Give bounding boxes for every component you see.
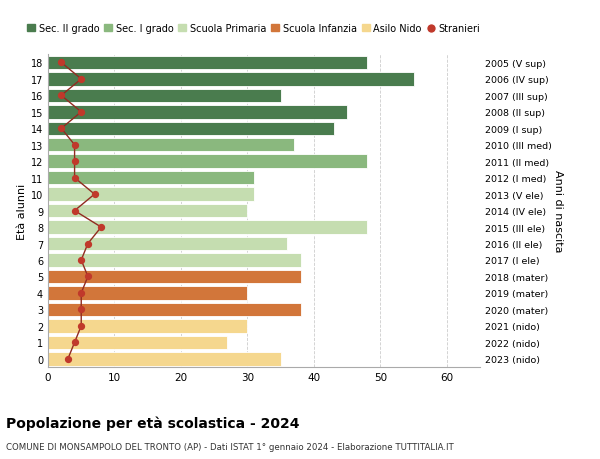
- Y-axis label: Anni di nascita: Anni di nascita: [553, 170, 563, 252]
- Bar: [48, 270, 301, 284]
- Bar: [48, 122, 334, 136]
- Point: [56, 92, 66, 100]
- Bar: [48, 73, 413, 86]
- Point: [63, 355, 73, 363]
- Point: [76, 76, 86, 84]
- Point: [56, 60, 66, 67]
- Point: [70, 158, 79, 166]
- Point: [76, 306, 86, 313]
- Text: Popolazione per età scolastica - 2024: Popolazione per età scolastica - 2024: [6, 415, 299, 430]
- Bar: [48, 286, 247, 300]
- Point: [76, 257, 86, 264]
- Point: [70, 339, 79, 346]
- Point: [90, 191, 100, 198]
- Bar: [48, 139, 294, 152]
- Bar: [48, 106, 347, 119]
- Y-axis label: Età alunni: Età alunni: [17, 183, 26, 239]
- Point: [70, 174, 79, 182]
- Bar: [48, 319, 247, 333]
- Point: [76, 109, 86, 116]
- Point: [97, 224, 106, 231]
- Point: [70, 207, 79, 215]
- Bar: [48, 237, 287, 251]
- Point: [83, 273, 92, 280]
- Bar: [48, 172, 254, 185]
- Bar: [48, 90, 281, 103]
- Bar: [48, 336, 227, 349]
- Bar: [48, 188, 254, 202]
- Bar: [48, 155, 367, 168]
- Legend: Sec. II grado, Sec. I grado, Scuola Primaria, Scuola Infanzia, Asilo Nido, Stran: Sec. II grado, Sec. I grado, Scuola Prim…: [27, 24, 480, 34]
- Bar: [48, 303, 301, 316]
- Point: [56, 125, 66, 133]
- Point: [83, 241, 92, 248]
- Bar: [48, 221, 367, 234]
- Point: [76, 323, 86, 330]
- Bar: [48, 352, 281, 366]
- Point: [76, 290, 86, 297]
- Bar: [48, 56, 367, 70]
- Bar: [48, 254, 301, 267]
- Bar: [48, 204, 247, 218]
- Text: COMUNE DI MONSAMPOLO DEL TRONTO (AP) - Dati ISTAT 1° gennaio 2024 - Elaborazione: COMUNE DI MONSAMPOLO DEL TRONTO (AP) - D…: [6, 442, 454, 451]
- Point: [70, 142, 79, 149]
